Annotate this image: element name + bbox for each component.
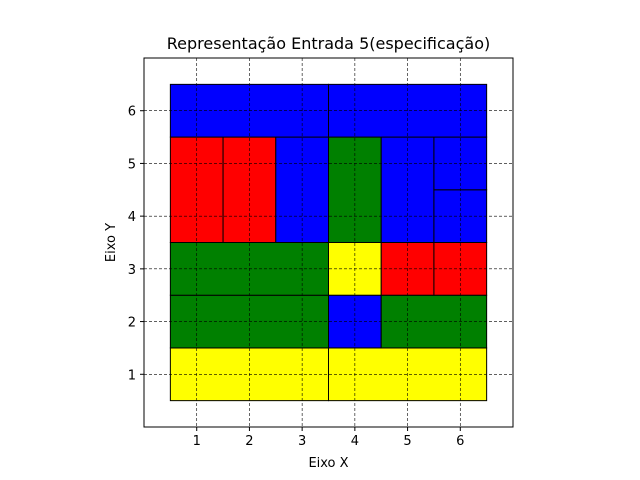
y-tick-label: 4	[128, 210, 136, 225]
y-tick-label: 2	[128, 316, 136, 331]
x-tick-label: 2	[245, 434, 253, 449]
x-axis-label: Eixo X	[308, 456, 348, 471]
x-tick-label: 5	[403, 434, 411, 449]
y-tick-label: 1	[128, 368, 136, 383]
y-tick-label: 6	[128, 105, 136, 120]
plot-area: 1 2 3 4 5 6 1 2 3 4 5 6	[128, 57, 514, 449]
axes-frame	[143, 57, 514, 428]
x-tick-label: 3	[298, 434, 306, 449]
x-tick-label: 6	[456, 434, 464, 449]
x-tick-label: 4	[351, 434, 359, 449]
x-tick-label: 1	[193, 434, 201, 449]
y-tick-label: 3	[128, 263, 136, 278]
y-tick-label: 5	[128, 157, 136, 172]
y-axis-label: Eixo Y	[104, 223, 119, 262]
chart-title: Representação Entrada 5(especificação)	[167, 34, 490, 53]
